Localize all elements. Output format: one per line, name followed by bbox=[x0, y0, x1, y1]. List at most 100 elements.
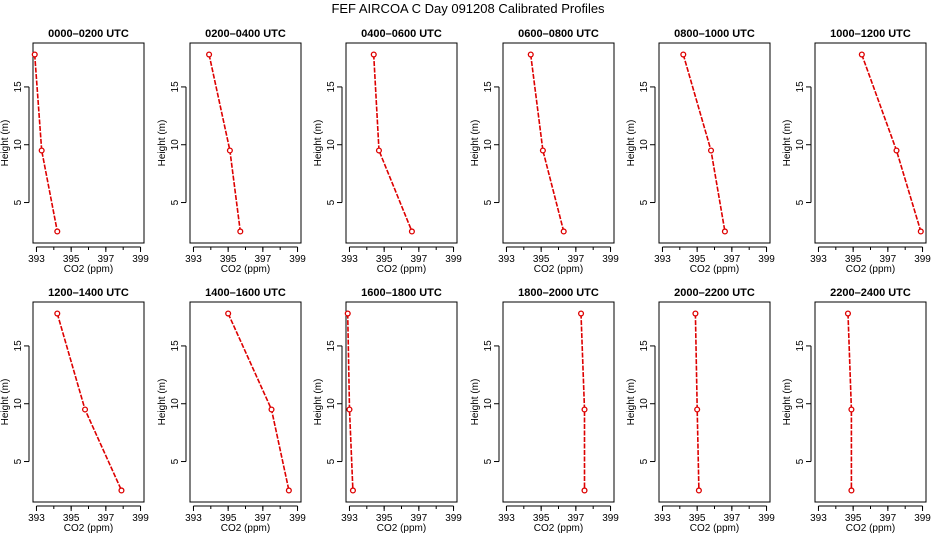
data-point bbox=[268, 406, 275, 413]
co2-profile-line bbox=[56, 313, 123, 491]
y-tick-label: 15 bbox=[483, 340, 494, 352]
data-point bbox=[408, 228, 415, 235]
x-tick-label: 397 bbox=[880, 254, 897, 265]
y-axis-label: Height (m) bbox=[157, 379, 168, 426]
y-tick-label: 5 bbox=[639, 458, 650, 464]
x-tick-label: 399 bbox=[602, 513, 619, 524]
y-axis-label: Height (m) bbox=[470, 120, 481, 167]
profile-panel-9: 1600–1800 UTC 393 395 397 399 CO2 (ppm) 5 10 15 H… bbox=[313, 287, 462, 534]
x-tick-label: 395 bbox=[63, 254, 80, 265]
x-tick-label: 395 bbox=[533, 513, 550, 524]
data-point bbox=[225, 310, 232, 317]
y-tick-label: 5 bbox=[326, 458, 337, 464]
profile-panel-8: 1400–1600 UTC 393 395 397 399 CO2 (ppm) 5 10 15 H… bbox=[157, 287, 306, 534]
profile-panel-5: 0800–1000 UTC 393 395 397 399 CO2 (ppm) 5 10 15 H… bbox=[626, 28, 775, 275]
x-tick-label: 399 bbox=[445, 513, 462, 524]
x-axis-label: CO2 (ppm) bbox=[377, 523, 426, 534]
x-tick-label: 395 bbox=[689, 513, 706, 524]
panel-title: 1000–1200 UTC bbox=[830, 28, 911, 40]
data-point bbox=[848, 406, 855, 413]
data-point bbox=[695, 487, 702, 494]
y-tick-label: 5 bbox=[795, 199, 806, 205]
y-tick-label: 5 bbox=[483, 458, 494, 464]
co2-profile-line bbox=[682, 54, 726, 232]
x-tick-label: 397 bbox=[411, 513, 428, 524]
y-tick-label: 15 bbox=[483, 81, 494, 93]
x-axis-label: CO2 (ppm) bbox=[534, 264, 583, 275]
profile-panel-10: 1800–2000 UTC 393 395 397 399 CO2 (ppm) 5 10 15 H… bbox=[470, 287, 619, 534]
x-tick-label: 397 bbox=[98, 513, 115, 524]
y-tick-label: 5 bbox=[483, 199, 494, 205]
data-point bbox=[527, 51, 534, 58]
y-tick-label: 15 bbox=[639, 340, 650, 352]
y-tick-label: 15 bbox=[795, 81, 806, 93]
data-point bbox=[560, 228, 567, 235]
y-tick-label: 5 bbox=[170, 458, 181, 464]
data-point bbox=[54, 310, 61, 317]
x-tick-label: 397 bbox=[880, 513, 897, 524]
data-point bbox=[226, 147, 233, 154]
x-tick-label: 393 bbox=[341, 513, 358, 524]
plot-frame bbox=[32, 301, 145, 503]
x-tick-label: 393 bbox=[341, 254, 358, 265]
data-point bbox=[375, 147, 383, 154]
co2-profile-line bbox=[227, 313, 290, 491]
data-point bbox=[118, 487, 125, 494]
y-tick-label: 10 bbox=[795, 398, 806, 410]
data-point bbox=[344, 310, 351, 317]
profile-panel-12: 2200–2400 UTC 393 395 397 399 CO2 (ppm) 5 10 15 H… bbox=[782, 287, 931, 534]
x-axis-label: CO2 (ppm) bbox=[690, 523, 739, 534]
y-axis-label: Height (m) bbox=[782, 120, 793, 167]
figure-title: FEF AIRCOA C Day 091208 Calibrated Profi… bbox=[331, 1, 605, 16]
plot-frame bbox=[32, 42, 145, 244]
data-point bbox=[54, 228, 61, 235]
x-tick-label: 395 bbox=[220, 254, 237, 265]
y-tick-label: 10 bbox=[639, 398, 650, 410]
x-tick-label: 397 bbox=[568, 254, 585, 265]
panel-title: 0200–0400 UTC bbox=[205, 28, 286, 40]
y-tick-label: 15 bbox=[13, 340, 24, 352]
y-axis-label: Height (m) bbox=[313, 379, 324, 426]
data-point bbox=[581, 487, 588, 494]
data-point bbox=[237, 228, 244, 235]
x-axis-label: CO2 (ppm) bbox=[690, 264, 739, 275]
data-point bbox=[680, 51, 687, 58]
x-tick-label: 393 bbox=[498, 513, 515, 524]
x-axis-label: CO2 (ppm) bbox=[846, 264, 895, 275]
y-axis-label: Height (m) bbox=[782, 379, 793, 426]
x-axis-label: CO2 (ppm) bbox=[221, 264, 270, 275]
y-tick-label: 5 bbox=[795, 458, 806, 464]
y-axis-label: Height (m) bbox=[470, 379, 481, 426]
y-tick-label: 10 bbox=[483, 398, 494, 410]
plot-frame bbox=[502, 42, 615, 244]
co2-profile-line bbox=[861, 54, 922, 232]
data-point bbox=[707, 147, 715, 154]
x-tick-label: 393 bbox=[810, 254, 827, 265]
x-axis-label: CO2 (ppm) bbox=[64, 523, 113, 534]
x-tick-label: 397 bbox=[98, 254, 115, 265]
x-tick-label: 399 bbox=[914, 513, 931, 524]
x-tick-label: 395 bbox=[376, 513, 393, 524]
data-point bbox=[858, 51, 865, 58]
data-point bbox=[893, 147, 900, 154]
co2-profile-line bbox=[694, 313, 700, 491]
data-point bbox=[581, 406, 588, 413]
plot-frame bbox=[345, 42, 458, 244]
plot-frame bbox=[345, 301, 458, 503]
x-tick-label: 399 bbox=[289, 254, 306, 265]
profile-panel-7: 1200–1400 UTC 393 395 397 399 CO2 (ppm) 5 10 15 H… bbox=[0, 287, 149, 534]
x-tick-label: 399 bbox=[914, 254, 931, 265]
y-tick-label: 5 bbox=[326, 199, 337, 205]
data-point bbox=[917, 228, 924, 235]
y-axis-label: Height (m) bbox=[0, 120, 11, 167]
x-tick-label: 393 bbox=[28, 513, 45, 524]
x-tick-label: 393 bbox=[28, 254, 45, 265]
x-tick-label: 395 bbox=[376, 254, 393, 265]
data-point bbox=[285, 487, 292, 494]
panel-title: 1600–1800 UTC bbox=[361, 287, 442, 299]
y-tick-label: 15 bbox=[13, 81, 24, 93]
co2-profile-line bbox=[372, 54, 413, 232]
y-axis-label: Height (m) bbox=[0, 379, 11, 426]
x-tick-label: 399 bbox=[758, 513, 775, 524]
y-tick-label: 10 bbox=[170, 398, 181, 410]
